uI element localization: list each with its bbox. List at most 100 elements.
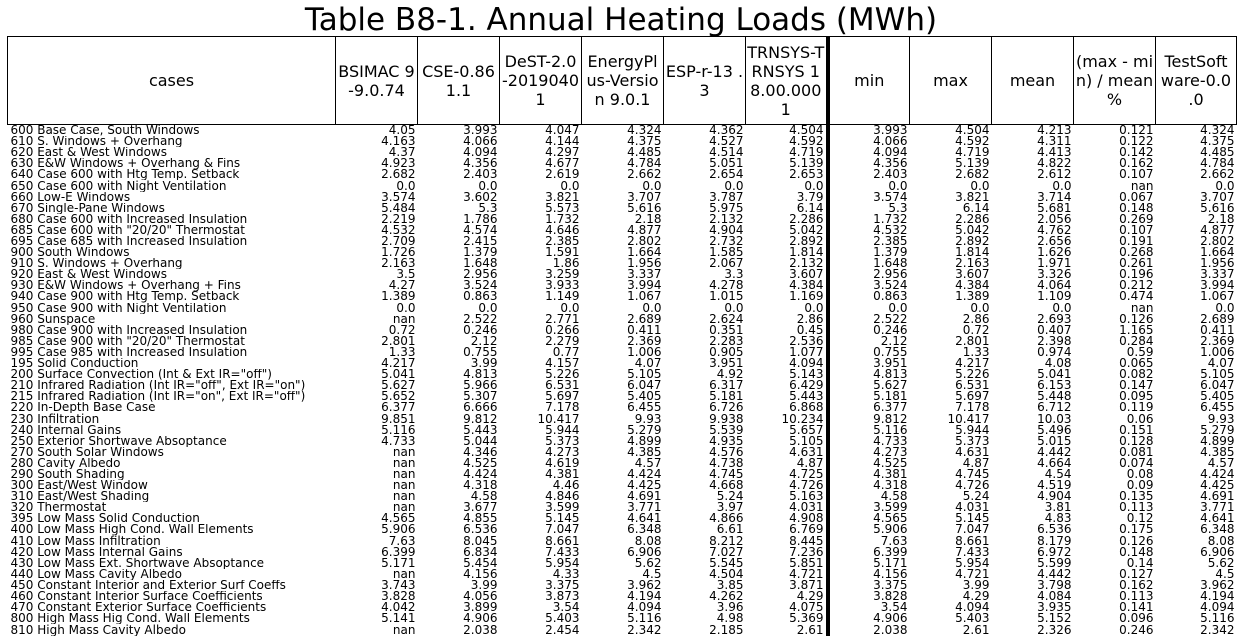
value-cell-mean: 2.398 (1037, 335, 1072, 347)
value-cell-trnsys: 1.077 (745, 346, 830, 358)
value-cell-testsoft: 4.094 (1200, 602, 1235, 614)
case-name-cell: 610 S. Windows + Overhang (10, 136, 183, 148)
value-cell-espr: 4.527 (709, 136, 744, 148)
value-cell-dest: 4.619 (545, 457, 580, 469)
table-row: 910 S. Windows + Overhang 2.163 1.648 1.86 1… (8, 258, 1237, 270)
value-cell-range_pct: 0.074 (1119, 457, 1154, 469)
value-cell-min: 2.385 (873, 235, 908, 248)
value-cell-range_pct: 0.141 (1119, 602, 1154, 614)
value-cell-mean: 2.693 (1037, 313, 1072, 325)
page-title: Table B8-1. Annual Heating Loads (MWh) (304, 2, 938, 38)
value-cell-dest: 2.619 (545, 169, 580, 181)
table-row: 960 Sunspace nan 2.522 2.771 2.689 2.624 2.86 2… (8, 313, 1237, 325)
table-row: 200 Surface Convection (Int & Ext IR="of… (8, 369, 1237, 381)
case-name-cell: 995 Case 985 with Increased Insulation (10, 346, 248, 358)
table-row: 410 Low Mass Infiltration 7.63 8.045 8.661 8… (8, 535, 1237, 547)
value-cell-dest: 7.433 (545, 546, 580, 558)
case-name-cell: 420 Low Mass Internal Gains (10, 546, 183, 558)
value-cell-bsimac: 4.565 (381, 513, 416, 525)
value-cell-cse: 1.648 (463, 258, 498, 270)
value-cell-max: 3.821 (955, 191, 990, 203)
value-cell-testsoft: 5.279 (1200, 424, 1235, 436)
value-cell-cse: 6.536 (463, 524, 498, 536)
value-cell-energyplus: 3.771 (627, 502, 662, 514)
value-cell-cse: 4.855 (463, 513, 498, 525)
col-header-mean: mean (991, 36, 1074, 125)
value-cell-max: 5.954 (955, 557, 990, 569)
value-cell-max: 7.433 (955, 546, 990, 558)
case-name-cell: 430 Low Mass Ext. Shortwave Absoptance (10, 557, 265, 569)
case-name-cell: 695 Case 685 with Increased Insulation (10, 235, 248, 248)
table-row: 660 Low-E Windows 3.574 3.602 3.821 3.707 3.7… (8, 191, 1237, 203)
value-cell-trnsys: 2.132 (745, 258, 830, 270)
value-cell-trnsys: 2.892 (745, 235, 830, 248)
value-cell-cse: 4.346 (463, 446, 498, 458)
col-header-energyplus: EnergyPl us-Version 9.0.1 (581, 36, 664, 125)
value-cell-energyplus: 6.906 (627, 546, 662, 558)
value-cell-trnsys: 5.139 (745, 158, 830, 170)
case-name-cell: 930 E&W Windows + Overhang + Fins (10, 280, 241, 292)
value-cell-range_pct: 0.59 (1126, 346, 1154, 358)
value-cell-bsimac: 5.141 (381, 613, 416, 625)
value-cell-dest: 4.846 (545, 491, 580, 503)
value-cell-trnsys: 4.29 (745, 590, 830, 603)
value-cell-cse: 6.666 (463, 402, 498, 414)
value-cell-max: 4.384 (955, 280, 990, 292)
value-cell-cse: 3.899 (463, 602, 498, 614)
value-cell-trnsys: 5.163 (745, 491, 830, 503)
value-cell-espr: 2.067 (709, 258, 744, 270)
case-name-cell: 960 Sunspace (10, 313, 96, 325)
value-cell-cse: 5.044 (463, 435, 498, 447)
value-cell-dest: 1.86 (552, 258, 580, 270)
value-cell-cse: 4.525 (463, 457, 498, 469)
value-cell-dest: 4.646 (545, 224, 580, 236)
value-cell-energyplus: 0.411 (627, 324, 662, 336)
value-cell-energyplus: 4.784 (627, 158, 662, 170)
value-cell-range_pct: 0.067 (1119, 191, 1154, 203)
value-cell-mean: 5.681 (1037, 202, 1072, 214)
value-cell-energyplus: 4.5 (642, 568, 662, 580)
value-cell-cse: 4.574 (463, 224, 498, 236)
value-cell-bsimac: 4.532 (381, 224, 416, 236)
value-cell-testsoft: 4.877 (1200, 224, 1235, 236)
table-row: 400 Low Mass High Cond. Wall Elements 5.9… (8, 524, 1237, 536)
value-cell-energyplus: 8.08 (634, 535, 662, 547)
value-cell-bsimac: 3.574 (381, 191, 416, 203)
value-cell-max: 5.373 (955, 435, 990, 447)
value-cell-energyplus: 1.664 (627, 247, 662, 259)
table-row: 300 East/West Window nan 4.318 4.46 4.425 4.6… (8, 480, 1237, 492)
value-cell-max: 0.0 (970, 180, 990, 192)
value-cell-min: 5.116 (873, 424, 908, 436)
value-cell-testsoft: 4.07 (1207, 357, 1235, 370)
value-cell-trnsys: 0.0 (745, 180, 830, 192)
value-cell-espr: 0.0 (724, 180, 744, 192)
col-header-espr: ESP-r-13 .3 (663, 36, 746, 125)
table-row: 670 Single-Pane Windows 5.484 5.3 5.573 5.61… (8, 202, 1237, 214)
table-row: 450 Constant Interior and Exterior Surf … (8, 579, 1237, 591)
value-cell-dest: 7.047 (545, 524, 580, 536)
value-cell-dest: 5.226 (545, 369, 580, 381)
value-cell-energyplus: 2.369 (627, 335, 662, 347)
value-cell-energyplus: 1.067 (627, 291, 662, 303)
value-cell-min: 2.956 (873, 269, 908, 281)
value-cell-max: 7.178 (955, 402, 990, 414)
value-cell-energyplus: 2.662 (627, 169, 662, 181)
value-cell-energyplus: 9.93 (634, 413, 662, 425)
value-cell-range_pct: 0.082 (1119, 369, 1154, 381)
value-cell-trnsys: 10.234 (745, 413, 830, 425)
value-cell-espr: 5.181 (709, 391, 744, 403)
value-cell-mean: 4.904 (1037, 491, 1072, 503)
case-name-cell: 460 Constant Interior Surface Coefficien… (10, 590, 263, 603)
value-cell-espr: 7.027 (709, 546, 744, 558)
value-cell-energyplus: 2.18 (634, 213, 662, 225)
value-cell-mean: 3.935 (1037, 602, 1072, 614)
value-cell-espr: 4.935 (709, 435, 744, 447)
value-cell-bsimac: nan (392, 568, 416, 580)
value-cell-bsimac: 6.377 (381, 402, 416, 414)
value-cell-espr: 2.624 (709, 313, 744, 325)
value-cell-espr: 4.98 (716, 613, 744, 625)
col-header-min: min (827, 36, 910, 125)
value-cell-mean: 2.056 (1037, 213, 1072, 225)
value-cell-dest: 1.591 (545, 247, 580, 259)
value-cell-espr: 0.0 (724, 302, 744, 314)
